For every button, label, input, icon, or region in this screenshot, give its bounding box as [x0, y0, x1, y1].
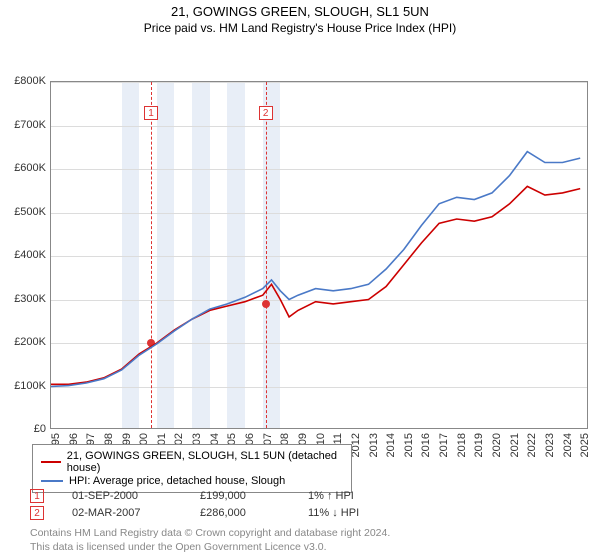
transaction-marker: 2: [30, 506, 44, 520]
legend-item: 21, GOWINGS GREEN, SLOUGH, SL1 5UN (deta…: [41, 450, 343, 474]
event-dot: [147, 339, 155, 347]
transaction-date: 02-MAR-2007: [72, 507, 172, 519]
plot-area: 12: [50, 81, 588, 429]
legend-swatch: [41, 461, 61, 463]
transaction-row: 2 02-MAR-2007 £286,000 11% ↓ HPI: [30, 506, 588, 520]
legend-label: 21, GOWINGS GREEN, SLOUGH, SL1 5UN (deta…: [67, 450, 343, 474]
page-subtitle: Price paid vs. HM Land Registry's House …: [0, 19, 600, 37]
y-tick: £600K: [0, 162, 46, 174]
copyright: Contains HM Land Registry data © Crown c…: [30, 526, 588, 554]
legend-swatch: [41, 480, 63, 482]
transaction-row: 1 01-SEP-2000 £199,000 1% ↑ HPI: [30, 489, 588, 503]
y-tick: £700K: [0, 119, 46, 131]
y-tick: £0: [0, 423, 46, 435]
event-marker: 2: [259, 106, 273, 120]
transaction-delta: 11% ↓ HPI: [308, 507, 359, 519]
y-tick: £200K: [0, 336, 46, 348]
y-tick: £300K: [0, 293, 46, 305]
chart: 12 £0£100K£200K£300K£400K£500K£600K£700K…: [0, 37, 600, 429]
transaction-price: £199,000: [200, 490, 280, 502]
event-marker: 1: [144, 106, 158, 120]
event-dot: [262, 300, 270, 308]
y-tick: £500K: [0, 206, 46, 218]
transaction-delta: 1% ↑ HPI: [308, 490, 354, 502]
transactions-table: 1 01-SEP-2000 £199,000 1% ↑ HPI 2 02-MAR-2007…: [30, 486, 588, 554]
transaction-date: 01-SEP-2000: [72, 490, 172, 502]
transaction-price: £286,000: [200, 507, 280, 519]
y-tick: £400K: [0, 249, 46, 261]
y-tick: £100K: [0, 380, 46, 392]
y-tick: £800K: [0, 75, 46, 87]
transaction-marker: 1: [30, 489, 44, 503]
page-title: 21, GOWINGS GREEN, SLOUGH, SL1 5UN: [0, 0, 600, 19]
